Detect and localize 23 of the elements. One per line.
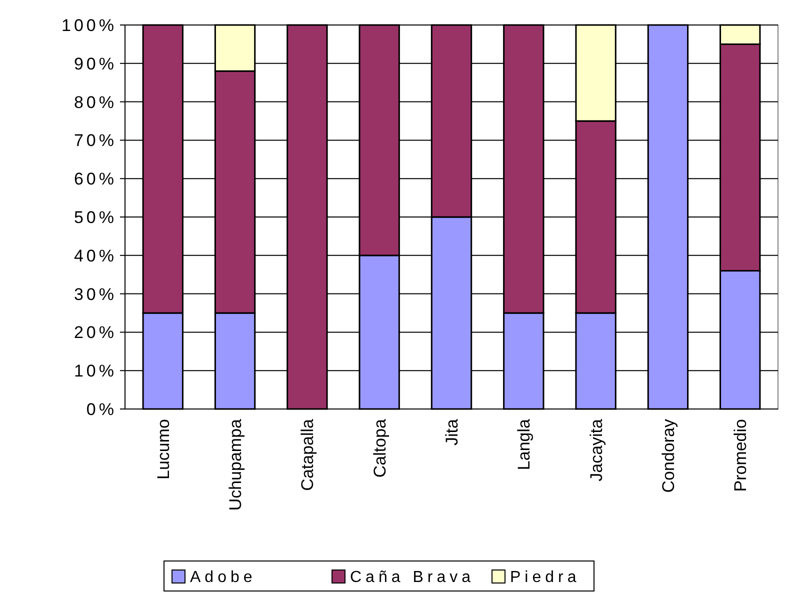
legend-label: Adobe	[190, 569, 256, 586]
y-tick-label: 100%	[62, 16, 117, 35]
y-tick-label: 40%	[74, 246, 117, 266]
y-tick-label: 80%	[74, 92, 117, 112]
y-tick-label: 20%	[74, 323, 117, 342]
y-tick-label: 50%	[74, 208, 117, 227]
x-tick-label: Jacayita	[586, 418, 606, 482]
x-tick-label: Uchupampa	[226, 418, 246, 511]
x-tick-label: Lucumo	[154, 419, 173, 480]
y-tick-label: 60%	[74, 170, 117, 189]
y-tick-label: 70%	[74, 131, 117, 150]
y-tick-label: 90%	[74, 54, 117, 74]
x-tick-label: Promedio	[731, 419, 750, 492]
x-tick-label: Langla	[514, 418, 534, 470]
legend-label: Piedra	[510, 569, 580, 586]
x-tick-label: Jita	[442, 418, 462, 446]
y-tick-label: 10%	[74, 362, 117, 381]
y-tick-label: 0%	[86, 400, 117, 419]
x-tick-label: Condoray	[658, 418, 678, 493]
y-tick-label: 30%	[74, 284, 117, 304]
legend-label: Caña Brava	[350, 569, 474, 586]
x-tick-label: Caltopa	[370, 418, 390, 478]
x-tick-label: Catapalla	[298, 418, 318, 491]
